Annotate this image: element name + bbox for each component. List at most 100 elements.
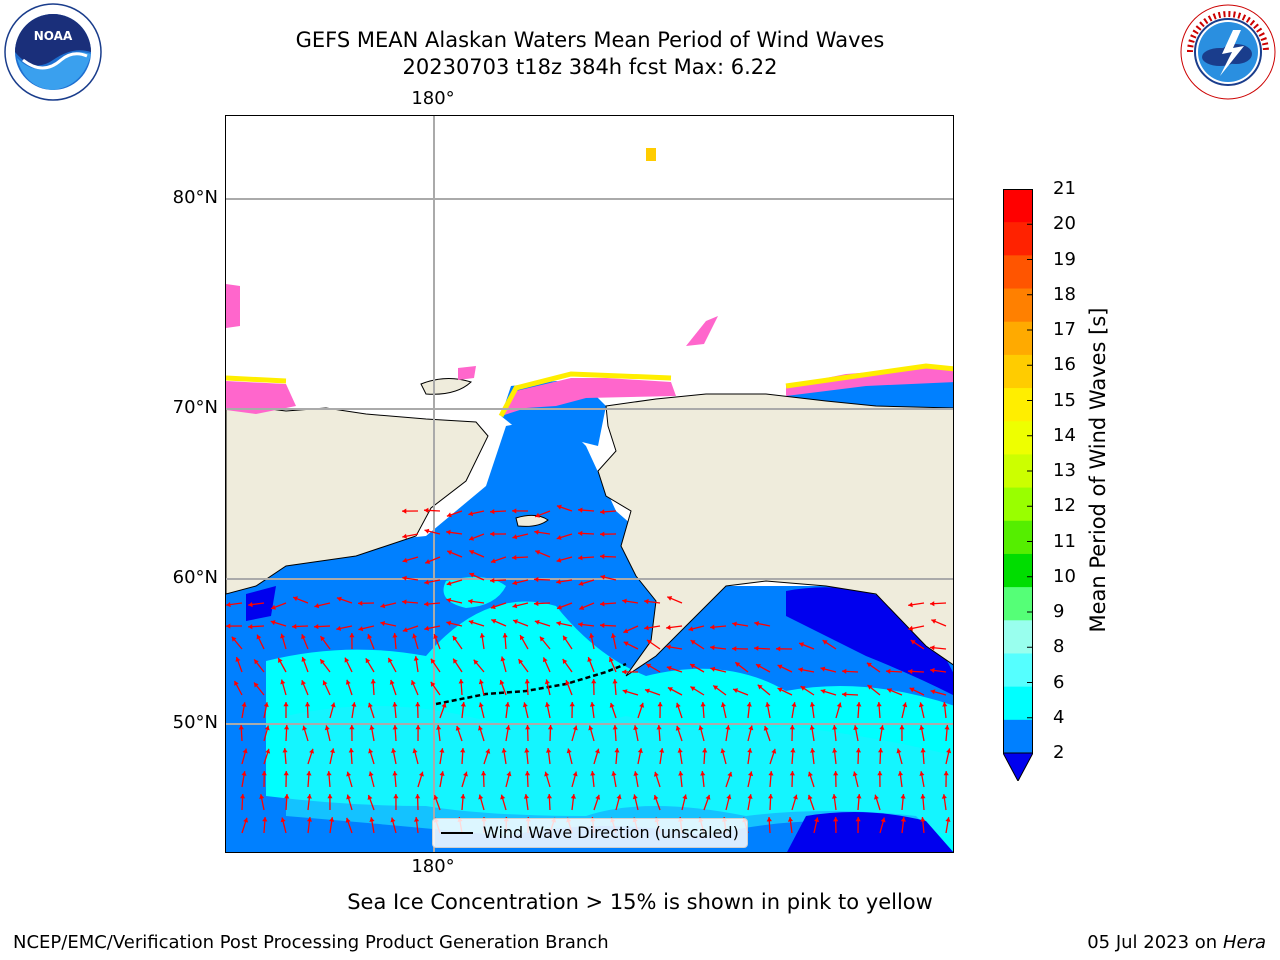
wind-wave-arrowhead: [675, 702, 681, 708]
sea-ice-floe-3: [458, 366, 476, 380]
period-4-6-patch-3: [443, 577, 506, 608]
wind-wave-arrowhead: [280, 633, 286, 639]
wind-wave-arrowhead: [777, 664, 783, 670]
wind-wave-arrowhead: [639, 702, 645, 708]
wind-wave-arrowhead: [910, 640, 916, 645]
colorbar-segment: [1003, 587, 1033, 621]
wind-wave-arrowhead: [547, 725, 553, 730]
wind-wave-arrowhead: [565, 680, 571, 686]
wind-wave-arrowhead: [644, 625, 649, 631]
wind-wave-arrowhead: [941, 794, 947, 799]
wind-wave-arrowhead: [633, 771, 639, 776]
wind-wave-arrowhead: [226, 623, 231, 629]
wind-wave-arrowhead: [263, 702, 269, 707]
wind-wave-arrowhead: [282, 748, 288, 753]
wind-wave-arrowhead: [609, 657, 614, 663]
wind-wave-arrowhead: [392, 725, 398, 730]
wind-wave-arrowhead: [523, 794, 529, 799]
wind-wave-arrowhead: [733, 688, 739, 693]
wind-wave-arrowhead: [241, 771, 247, 776]
colorbar-tick-label: 11: [1053, 530, 1076, 552]
wind-wave-arrowhead: [578, 507, 583, 513]
wind-wave-arrowhead: [248, 602, 253, 608]
wind-wave-arrowhead: [534, 576, 539, 583]
wind-wave-arrowhead: [754, 621, 760, 627]
wind-wave-arrowhead: [700, 702, 706, 707]
wind-wave-arrowhead: [594, 748, 600, 754]
wind-wave-arrowhead: [611, 633, 617, 639]
wind-wave-arrowhead: [512, 603, 518, 609]
wind-wave-arrowhead: [771, 748, 777, 754]
wind-wave-arrowhead: [810, 748, 816, 753]
wind-wave-arrowhead: [556, 621, 562, 626]
wind-wave-arrowhead: [807, 771, 813, 777]
wind-wave-arrowhead: [920, 794, 926, 799]
wind-wave-arrowhead: [666, 644, 671, 650]
wind-wave-arrowhead: [705, 794, 711, 800]
wind-wave-arrowhead: [314, 624, 319, 630]
wind-wave-arrowhead: [930, 667, 935, 673]
wind-wave-arrowhead: [284, 725, 290, 730]
colorbar-segment: [1003, 321, 1033, 356]
wind-wave-arrowhead: [820, 689, 826, 694]
footer-date-text: 05 Jul 2023 on: [1087, 932, 1223, 953]
wind-wave-arrowhead: [820, 666, 826, 672]
wind-wave-arrowhead: [588, 725, 594, 731]
wind-wave-arrowhead: [468, 511, 474, 517]
wind-wave-arrowhead: [380, 603, 386, 609]
wind-wave-arrowhead: [390, 817, 396, 823]
wind-wave-arrowhead: [302, 725, 308, 731]
lon-label-top: 180°: [411, 88, 455, 109]
wind-wave-arrowhead: [468, 598, 473, 604]
wind-wave-arrowhead: [320, 636, 326, 642]
wind-wave-arrowhead: [430, 681, 436, 687]
colorbar-segment: [1003, 620, 1033, 654]
wind-wave-arrowhead: [367, 702, 373, 708]
wind-wave-arrowhead: [504, 702, 510, 707]
wind-wave-arrowhead: [524, 748, 530, 753]
wind-wave-arrowhead: [578, 622, 583, 628]
sea-ice-chukchi-edge: [498, 371, 672, 418]
wind-wave-arrowhead: [807, 794, 813, 800]
wind-wave-arrowhead: [675, 725, 681, 731]
wind-wave-arrowhead: [524, 679, 530, 684]
wind-wave-arrowhead: [485, 748, 491, 754]
wind-wave-arrowhead: [238, 725, 244, 730]
wind-wave-arrowhead: [690, 640, 696, 645]
wind-wave-arrowhead: [544, 679, 550, 685]
wind-wave-arrowhead: [358, 600, 363, 606]
wind-wave-arrowhead: [578, 530, 583, 536]
wind-wave-arrowhead: [600, 553, 605, 560]
wind-wave-arrowhead: [441, 702, 447, 708]
wind-wave-arrowhead: [430, 658, 436, 664]
sea-ice-note: Sea Ice Concentration > 15% is shown in …: [347, 890, 933, 914]
wind-wave-arrowhead: [301, 657, 307, 662]
wind-wave-arrowhead: [600, 601, 605, 607]
wind-wave-arrowhead: [833, 817, 839, 822]
sea-ice-beaufort-edge: [785, 363, 953, 389]
wind-wave-arrowhead: [713, 685, 719, 691]
wind-wave-arrowhead: [832, 748, 838, 753]
wind-wave-arrowhead: [309, 748, 314, 754]
colorbar-segment: [1003, 719, 1033, 754]
wind-wave-arrowhead: [479, 633, 485, 638]
wind-wave-arrowhead: [452, 635, 458, 641]
colorbar-tick-label: 8: [1053, 636, 1065, 658]
wind-wave-arrowhead: [632, 794, 638, 800]
wind-wave-arrowhead: [572, 725, 578, 731]
wind-wave-arrowhead: [265, 748, 271, 754]
map-legend: Wind Wave Direction (unscaled): [432, 818, 748, 848]
colorbar-tick-label: 13: [1053, 460, 1076, 481]
wind-wave-arrowhead: [777, 687, 783, 693]
wind-wave-arrowhead: [666, 665, 672, 671]
lat-label-70: 70°N: [172, 397, 218, 418]
wind-wave-arrowhead: [919, 771, 925, 776]
wind-wave-arrowhead: [424, 601, 429, 607]
wind-wave-arrowhead: [446, 529, 451, 535]
wind-wave-arrowhead: [413, 656, 419, 661]
wind-wave-arrowhead: [546, 794, 552, 799]
wind-wave-arrowhead: [853, 725, 859, 730]
wind-wave-arrowhead: [746, 702, 752, 707]
wind-wave-arrowhead: [424, 507, 429, 513]
wind-wave-arrowhead: [411, 680, 416, 686]
